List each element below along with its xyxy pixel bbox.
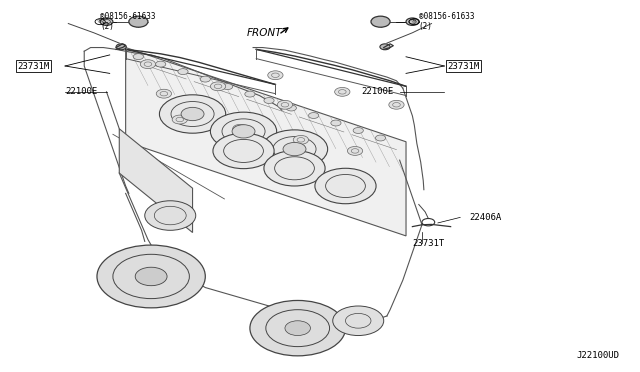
Circle shape (283, 142, 306, 156)
Circle shape (335, 87, 350, 96)
Text: FRONT: FRONT (246, 28, 282, 38)
Circle shape (223, 84, 233, 90)
Circle shape (156, 61, 166, 67)
Circle shape (389, 100, 404, 109)
Circle shape (264, 151, 325, 186)
Circle shape (285, 143, 305, 155)
Circle shape (159, 95, 226, 133)
Circle shape (245, 91, 255, 97)
Circle shape (116, 44, 126, 50)
Circle shape (406, 18, 419, 25)
Circle shape (371, 16, 390, 27)
Polygon shape (125, 48, 406, 236)
Text: ®: ® (410, 19, 416, 24)
Circle shape (264, 97, 274, 103)
Circle shape (333, 306, 384, 336)
Circle shape (380, 44, 390, 50)
Circle shape (133, 54, 143, 60)
Text: ®: ® (96, 19, 102, 24)
Text: 23731T: 23731T (412, 239, 445, 248)
Text: ®08156-61633
(2): ®08156-61633 (2) (419, 12, 474, 31)
Circle shape (331, 120, 341, 126)
Circle shape (285, 321, 310, 336)
Circle shape (135, 267, 167, 286)
Circle shape (178, 69, 188, 74)
Circle shape (268, 71, 283, 80)
Text: 23731M: 23731M (447, 61, 480, 71)
Text: J22100UD: J22100UD (577, 350, 620, 359)
Circle shape (145, 201, 196, 230)
Circle shape (211, 112, 276, 151)
Circle shape (129, 16, 148, 27)
Circle shape (277, 100, 292, 109)
Circle shape (211, 82, 226, 91)
Circle shape (348, 147, 363, 155)
Circle shape (156, 89, 172, 98)
Circle shape (100, 18, 113, 25)
Circle shape (353, 128, 364, 134)
Circle shape (181, 108, 204, 121)
Circle shape (97, 245, 205, 308)
Circle shape (376, 135, 386, 141)
Circle shape (233, 124, 248, 133)
Text: ®08156-61633
(2): ®08156-61633 (2) (100, 12, 156, 31)
Circle shape (308, 113, 319, 118)
Circle shape (286, 105, 296, 111)
Text: 22406A: 22406A (470, 213, 502, 222)
Text: 23731M: 23731M (17, 61, 49, 71)
Circle shape (250, 301, 346, 356)
Circle shape (172, 115, 188, 124)
Circle shape (234, 126, 253, 137)
Circle shape (182, 108, 202, 120)
Circle shape (213, 133, 274, 169)
Circle shape (315, 168, 376, 204)
Circle shape (232, 125, 255, 138)
Text: 22100E: 22100E (362, 87, 394, 96)
Circle shape (261, 130, 328, 168)
Text: 22100E: 22100E (65, 87, 97, 96)
Circle shape (140, 60, 156, 68)
Circle shape (293, 135, 308, 144)
Polygon shape (119, 129, 193, 232)
Circle shape (200, 76, 211, 82)
